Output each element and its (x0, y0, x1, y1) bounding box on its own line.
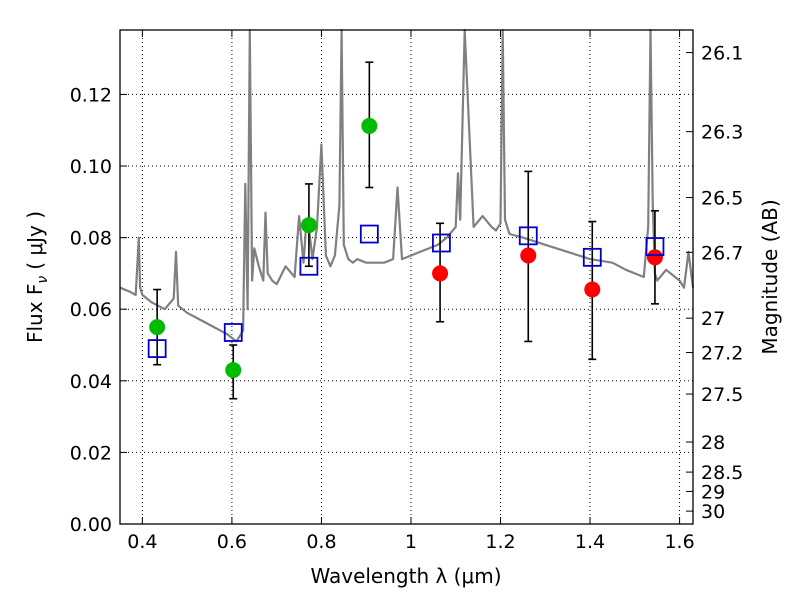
x-tick-label-2: 0.8 (306, 531, 336, 553)
y-tick-label-0: 0.00 (70, 514, 112, 536)
svg-text:Flux Fν( μJy ): Flux Fν ( μJy ) (23, 211, 51, 343)
model-square-3 (359, 224, 379, 244)
right-tick-label-3: 26.7 (701, 242, 743, 264)
x-tick-label-3: 1 (405, 531, 417, 553)
y-axis-label: Flux Fν ( μJy ) (23, 211, 51, 343)
data-point-2-1 (520, 247, 537, 264)
data-point-2-2 (584, 281, 601, 298)
y-axis-label-main: Flux F (23, 284, 47, 343)
plot-frame (119, 29, 694, 525)
tick-layer: 0.4 0.6 0.8 1 1.2 1.4 1.6 0.00 0.02 0.04 0.06 0.08 0… (70, 30, 743, 553)
right-tick-label-1: 26.3 (701, 122, 743, 144)
data-point-2-0 (432, 265, 449, 282)
y-tick-label-3: 0.06 (70, 299, 112, 321)
right-axis-label: Magnitude (AB) (758, 199, 782, 354)
right-tick-label-10: 30 (701, 501, 725, 523)
data-point-1-0 (149, 319, 166, 336)
right-tick-label-0: 26.1 (701, 43, 743, 65)
y-axis-label-unit: ( μJy ) (23, 211, 47, 270)
model-square-6 (582, 247, 602, 267)
model-square-2 (299, 256, 319, 276)
model-square-7 (645, 237, 665, 256)
model-square-1 (223, 323, 243, 342)
plot-layer (119, 28, 695, 400)
right-tick-label-7: 28 (701, 432, 725, 454)
right-tick-label-8: 28.5 (701, 462, 743, 484)
model-square-5 (518, 226, 538, 246)
y-tick-label-4: 0.08 (70, 228, 112, 250)
y-axis-label-sub: ν (35, 276, 51, 284)
model-square-4 (432, 233, 451, 253)
x-tick-label-1: 0.6 (217, 531, 247, 553)
right-tick-label-6: 27.5 (701, 384, 743, 406)
grid-layer (120, 30, 693, 525)
x-tick-label-5: 1.4 (575, 531, 605, 553)
right-tick-label-2: 26.5 (701, 188, 743, 210)
spectrum-line (119, 28, 695, 343)
data-point-1-3 (361, 117, 378, 134)
y-tick-label-5: 0.10 (70, 156, 112, 178)
data-point-2-3 (646, 249, 663, 266)
y-tick-label-6: 0.12 (70, 84, 112, 106)
x-axis-label: Wavelength λ (μm) (310, 564, 501, 588)
x-tick-label-0: 0.4 (127, 531, 157, 553)
x-tick-label-6: 1.6 (664, 531, 694, 553)
model-square-0 (147, 339, 167, 358)
right-tick-label-5: 27.2 (701, 343, 743, 365)
data-point-1-1 (225, 362, 242, 379)
x-tick-label-4: 1.2 (485, 531, 515, 553)
data-point-1-2 (300, 217, 317, 234)
right-tick-label-4: 27 (701, 308, 725, 330)
y-tick-label-2: 0.04 (70, 371, 112, 393)
right-tick-label-9: 29 (701, 481, 725, 503)
y-tick-label-1: 0.02 (70, 442, 112, 464)
